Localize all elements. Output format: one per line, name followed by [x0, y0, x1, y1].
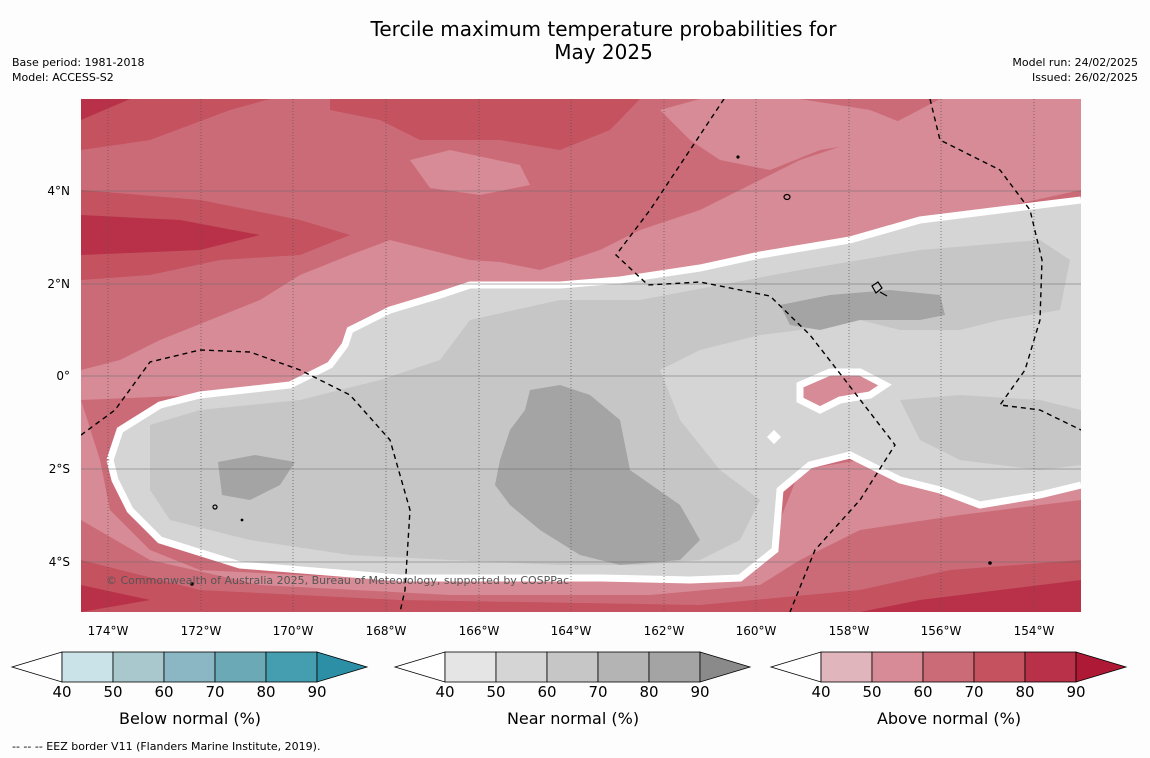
above-field-70-s: [81, 500, 1081, 612]
colorbar-tick: 50: [103, 683, 123, 701]
colorbar-above-swatches: [769, 651, 1128, 683]
y-tick-label: 4°S: [49, 555, 70, 569]
above-field-90-nw: [81, 99, 130, 120]
above-field-80-n: [330, 99, 640, 150]
above-field-80-nw: [81, 99, 270, 150]
colorbar-tick: 40: [811, 683, 831, 701]
colorbar-tick: 50: [862, 683, 882, 701]
base-period: Base period: 1981-2018: [12, 56, 145, 69]
probability-field: [81, 99, 1081, 612]
near-field-60-se: [900, 395, 1081, 470]
colorbar-tick: 90: [1066, 683, 1086, 701]
x-tick-label: 158°W: [829, 624, 870, 638]
title-line-1: Tercile maximum temperature probabilitie…: [370, 17, 837, 41]
x-axis-labels: 174°W 172°W 170°W 168°W 166°W 164°W 162°…: [88, 624, 1055, 638]
colorbar-label: Near normal (%): [506, 709, 640, 728]
copyright-notice: © Commonwealth of Australia 2025, Bureau…: [106, 574, 569, 587]
tercile-boundary-pocket: [796, 368, 892, 414]
meta-left: Base period: 1981-2018 Model: ACCESS-S2: [12, 55, 144, 85]
above-field-80-s: [81, 560, 1081, 612]
colorbar-near: 40 50 60 70 80 90 Near normal (%): [393, 651, 753, 731]
colorbar-tick: 90: [307, 683, 327, 701]
x-tick-label: 170°W: [273, 624, 314, 638]
chart-title: Tercile maximum temperature probabilitie…: [0, 18, 1150, 64]
colorbar-label: Above normal (%): [876, 709, 1022, 728]
colorbar-label: Below normal (%): [118, 709, 262, 728]
model-name: Model: ACCESS-S2: [12, 71, 114, 84]
near-field-80-w: [218, 455, 295, 500]
tercile-boundary-north: [106, 196, 1081, 462]
colorbar-tick: 80: [256, 683, 276, 701]
colorbar-tick: 60: [154, 683, 174, 701]
model-run: Model run: 24/02/2025: [1012, 56, 1138, 69]
islands: [190, 155, 992, 586]
above-field-90-w: [81, 215, 260, 255]
near-field-80-core: [495, 385, 700, 565]
colorbar-tick: 70: [205, 683, 225, 701]
title-line-2: May 2025: [554, 40, 653, 64]
x-tick-label: 164°W: [551, 624, 592, 638]
y-tick-label: 2°S: [49, 462, 70, 476]
y-tick-label: 0°: [56, 369, 70, 383]
colorbar-tick: 70: [964, 683, 984, 701]
colorbar-below-swatches: [10, 651, 369, 683]
issued-date: Issued: 26/02/2025: [1031, 71, 1138, 84]
colorbar-tick: 40: [52, 683, 72, 701]
tercile-boundary-south: [106, 451, 1081, 584]
eez-legend-note: -- -- -- EEZ border V11 (Flanders Marine…: [12, 740, 321, 753]
eez-borders: [81, 99, 1081, 612]
x-tick-label: 166°W: [459, 624, 500, 638]
colorbar-near-swatches: [393, 651, 752, 683]
y-axis-labels: 4°N 2°N 0° 2°S 4°S: [47, 184, 70, 569]
latitude-gridlines: [81, 190, 1081, 563]
colorbar-tick: 60: [913, 683, 933, 701]
colorbar-tick: 80: [1015, 683, 1035, 701]
colorbar-tick: 60: [537, 683, 557, 701]
boundary-speck: [766, 429, 782, 445]
x-tick-label: 168°W: [366, 624, 407, 638]
x-tick-label: 154°W: [1014, 624, 1055, 638]
above-field-90-sw: [81, 585, 150, 612]
x-tick-label: 160°W: [736, 624, 777, 638]
above-field-60-ne: [660, 99, 920, 170]
y-tick-label: 4°N: [47, 184, 70, 198]
meta-right: Model run: 24/02/2025 Issued: 26/02/2025: [1012, 55, 1138, 85]
colorbar-below: 40 50 60 70 80 90 Below normal (%): [10, 651, 370, 731]
above-field-90-se: [860, 580, 1081, 612]
colorbar-above: 40 50 60 70 80 90 Above normal (%): [769, 651, 1129, 731]
y-tick-label: 2°N: [47, 277, 70, 291]
above-pocket: [800, 372, 885, 410]
colorbar-tick: 90: [690, 683, 710, 701]
above-field-60-band: [81, 99, 1081, 400]
colorbar-tick: 40: [435, 683, 455, 701]
colorbar-tick: 50: [486, 683, 506, 701]
x-tick-label: 174°W: [88, 624, 129, 638]
colorbar-tick: 70: [588, 683, 608, 701]
x-tick-label: 172°W: [181, 624, 222, 638]
above-field-60-patch: [410, 150, 530, 195]
near-field-80-ne: [780, 290, 945, 330]
x-tick-label: 162°W: [644, 624, 685, 638]
colorbar-tick: 80: [639, 683, 659, 701]
x-tick-label: 156°W: [921, 624, 962, 638]
